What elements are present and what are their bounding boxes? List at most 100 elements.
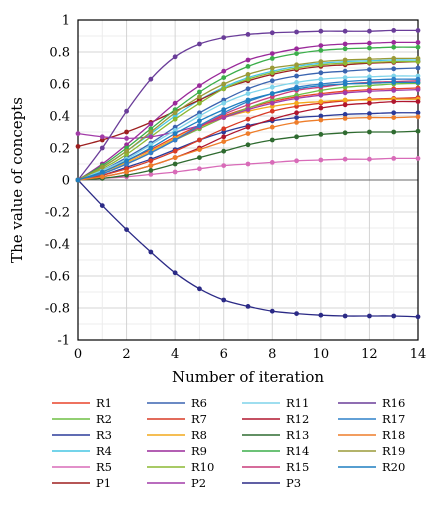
data-point-p2-8 [269,100,275,106]
series-r18 [75,114,421,183]
data-point-r14-6 [221,75,227,80]
data-point-p3-7 [245,304,251,309]
legend-label: R1 [96,396,112,410]
data-point-r16-10 [318,28,324,34]
data-point-r10-7 [245,76,251,82]
legend-label: R16 [382,396,405,410]
data-point-r9-12 [367,40,372,46]
data-point-r16-1 [99,145,105,151]
data-point-r3-12 [367,111,372,116]
data-point-p3-3 [148,249,154,255]
legend-label: R13 [286,428,309,442]
data-point-r14-9 [294,51,299,56]
data-point-r3-11 [342,112,348,117]
data-point-r11-9 [294,80,299,85]
legend-label: R5 [96,460,112,474]
data-point-r12-7 [245,124,251,130]
data-point-p2-12 [367,88,372,94]
data-point-r13-14 [415,128,421,134]
data-point-r19-12 [367,56,372,62]
data-point-r19-6 [221,81,227,87]
data-point-r16-3 [148,76,154,82]
data-point-r13-3 [148,168,154,173]
legend-label: R19 [382,444,405,458]
data-point-r6-13 [391,66,397,72]
data-point-r20-6 [221,107,227,112]
data-point-r20-4 [172,131,178,137]
data-point-r20-14 [415,80,421,85]
data-point-r18-9 [294,120,299,125]
data-point-r9-4 [172,100,178,106]
x-tick-label: 6 [220,347,228,362]
data-point-r19-3 [148,129,154,135]
series-r16 [75,28,421,183]
y-tick-label: 0.4 [49,110,70,125]
data-point-r12-14 [415,99,421,104]
data-point-r9-9 [294,46,299,52]
data-point-r14-13 [391,44,397,50]
x-tick-label: 8 [268,347,276,362]
data-point-r18-7 [245,131,251,137]
data-point-r9-3 [148,121,154,127]
legend-label: R4 [96,444,112,458]
data-point-r16-14 [415,28,421,33]
legend-item-r1: R1 [52,396,112,410]
data-point-r18-8 [269,124,275,130]
data-point-p2-9 [294,96,299,101]
y-tick-label: -0.8 [45,302,70,317]
x-axis-title: Number of iteration [172,368,324,386]
data-point-r18-10 [318,117,324,123]
data-point-r16-2 [124,108,129,114]
legend-label: R11 [286,396,309,410]
data-point-r20-1 [99,169,105,175]
y-tick-label: -0.4 [45,238,70,253]
data-point-r18-1 [99,174,105,180]
data-point-r18-5 [197,147,202,153]
legend-item-r15: R15 [242,460,309,474]
data-point-r18-2 [124,169,129,175]
data-point-r20-2 [124,158,129,164]
data-point-r7-3 [148,158,154,164]
data-point-p1-2 [124,129,129,135]
data-point-r11-6 [221,100,227,106]
legend-label: R12 [286,412,309,426]
data-point-r13-10 [318,132,324,137]
data-point-r20-0 [75,177,81,183]
legend-item-r7: R7 [147,412,207,426]
legend-label: R7 [191,412,207,426]
data-point-r3-14 [415,110,421,116]
data-point-r14-11 [342,46,348,52]
legend-label: R20 [382,460,405,474]
legend-item-r11: R11 [242,396,309,410]
data-point-p3-1 [99,203,105,209]
data-point-r19-14 [415,56,421,61]
data-point-r18-4 [172,155,178,161]
y-tick-label: 0.6 [49,78,70,93]
data-point-p3-2 [124,227,129,233]
series-r20 [75,80,421,183]
data-point-r13-4 [172,161,178,167]
data-point-r9-7 [245,57,251,63]
data-point-r12-12 [367,100,372,106]
data-point-p2-13 [391,88,397,93]
data-point-p3-4 [172,270,178,276]
data-point-r13-7 [245,142,251,148]
data-point-r8-10 [318,99,324,104]
data-point-p2-7 [245,107,251,112]
data-point-p1-0 [75,144,81,149]
data-point-r19-13 [391,56,397,61]
data-point-r13-13 [391,129,397,135]
legend-label: R3 [96,428,112,442]
data-point-r5-10 [318,157,324,163]
data-point-p3-14 [415,314,421,320]
data-point-r13-9 [294,134,299,140]
legend-item-r10: R10 [147,460,214,474]
data-point-p3-10 [318,312,324,318]
data-point-r17-4 [172,137,178,143]
legend-item-r12: R12 [242,412,309,426]
data-point-r19-2 [124,148,129,154]
data-point-p3-13 [391,313,397,319]
data-point-r13-6 [221,148,227,154]
data-point-r7-8 [269,108,275,114]
data-point-r16-12 [367,28,372,34]
